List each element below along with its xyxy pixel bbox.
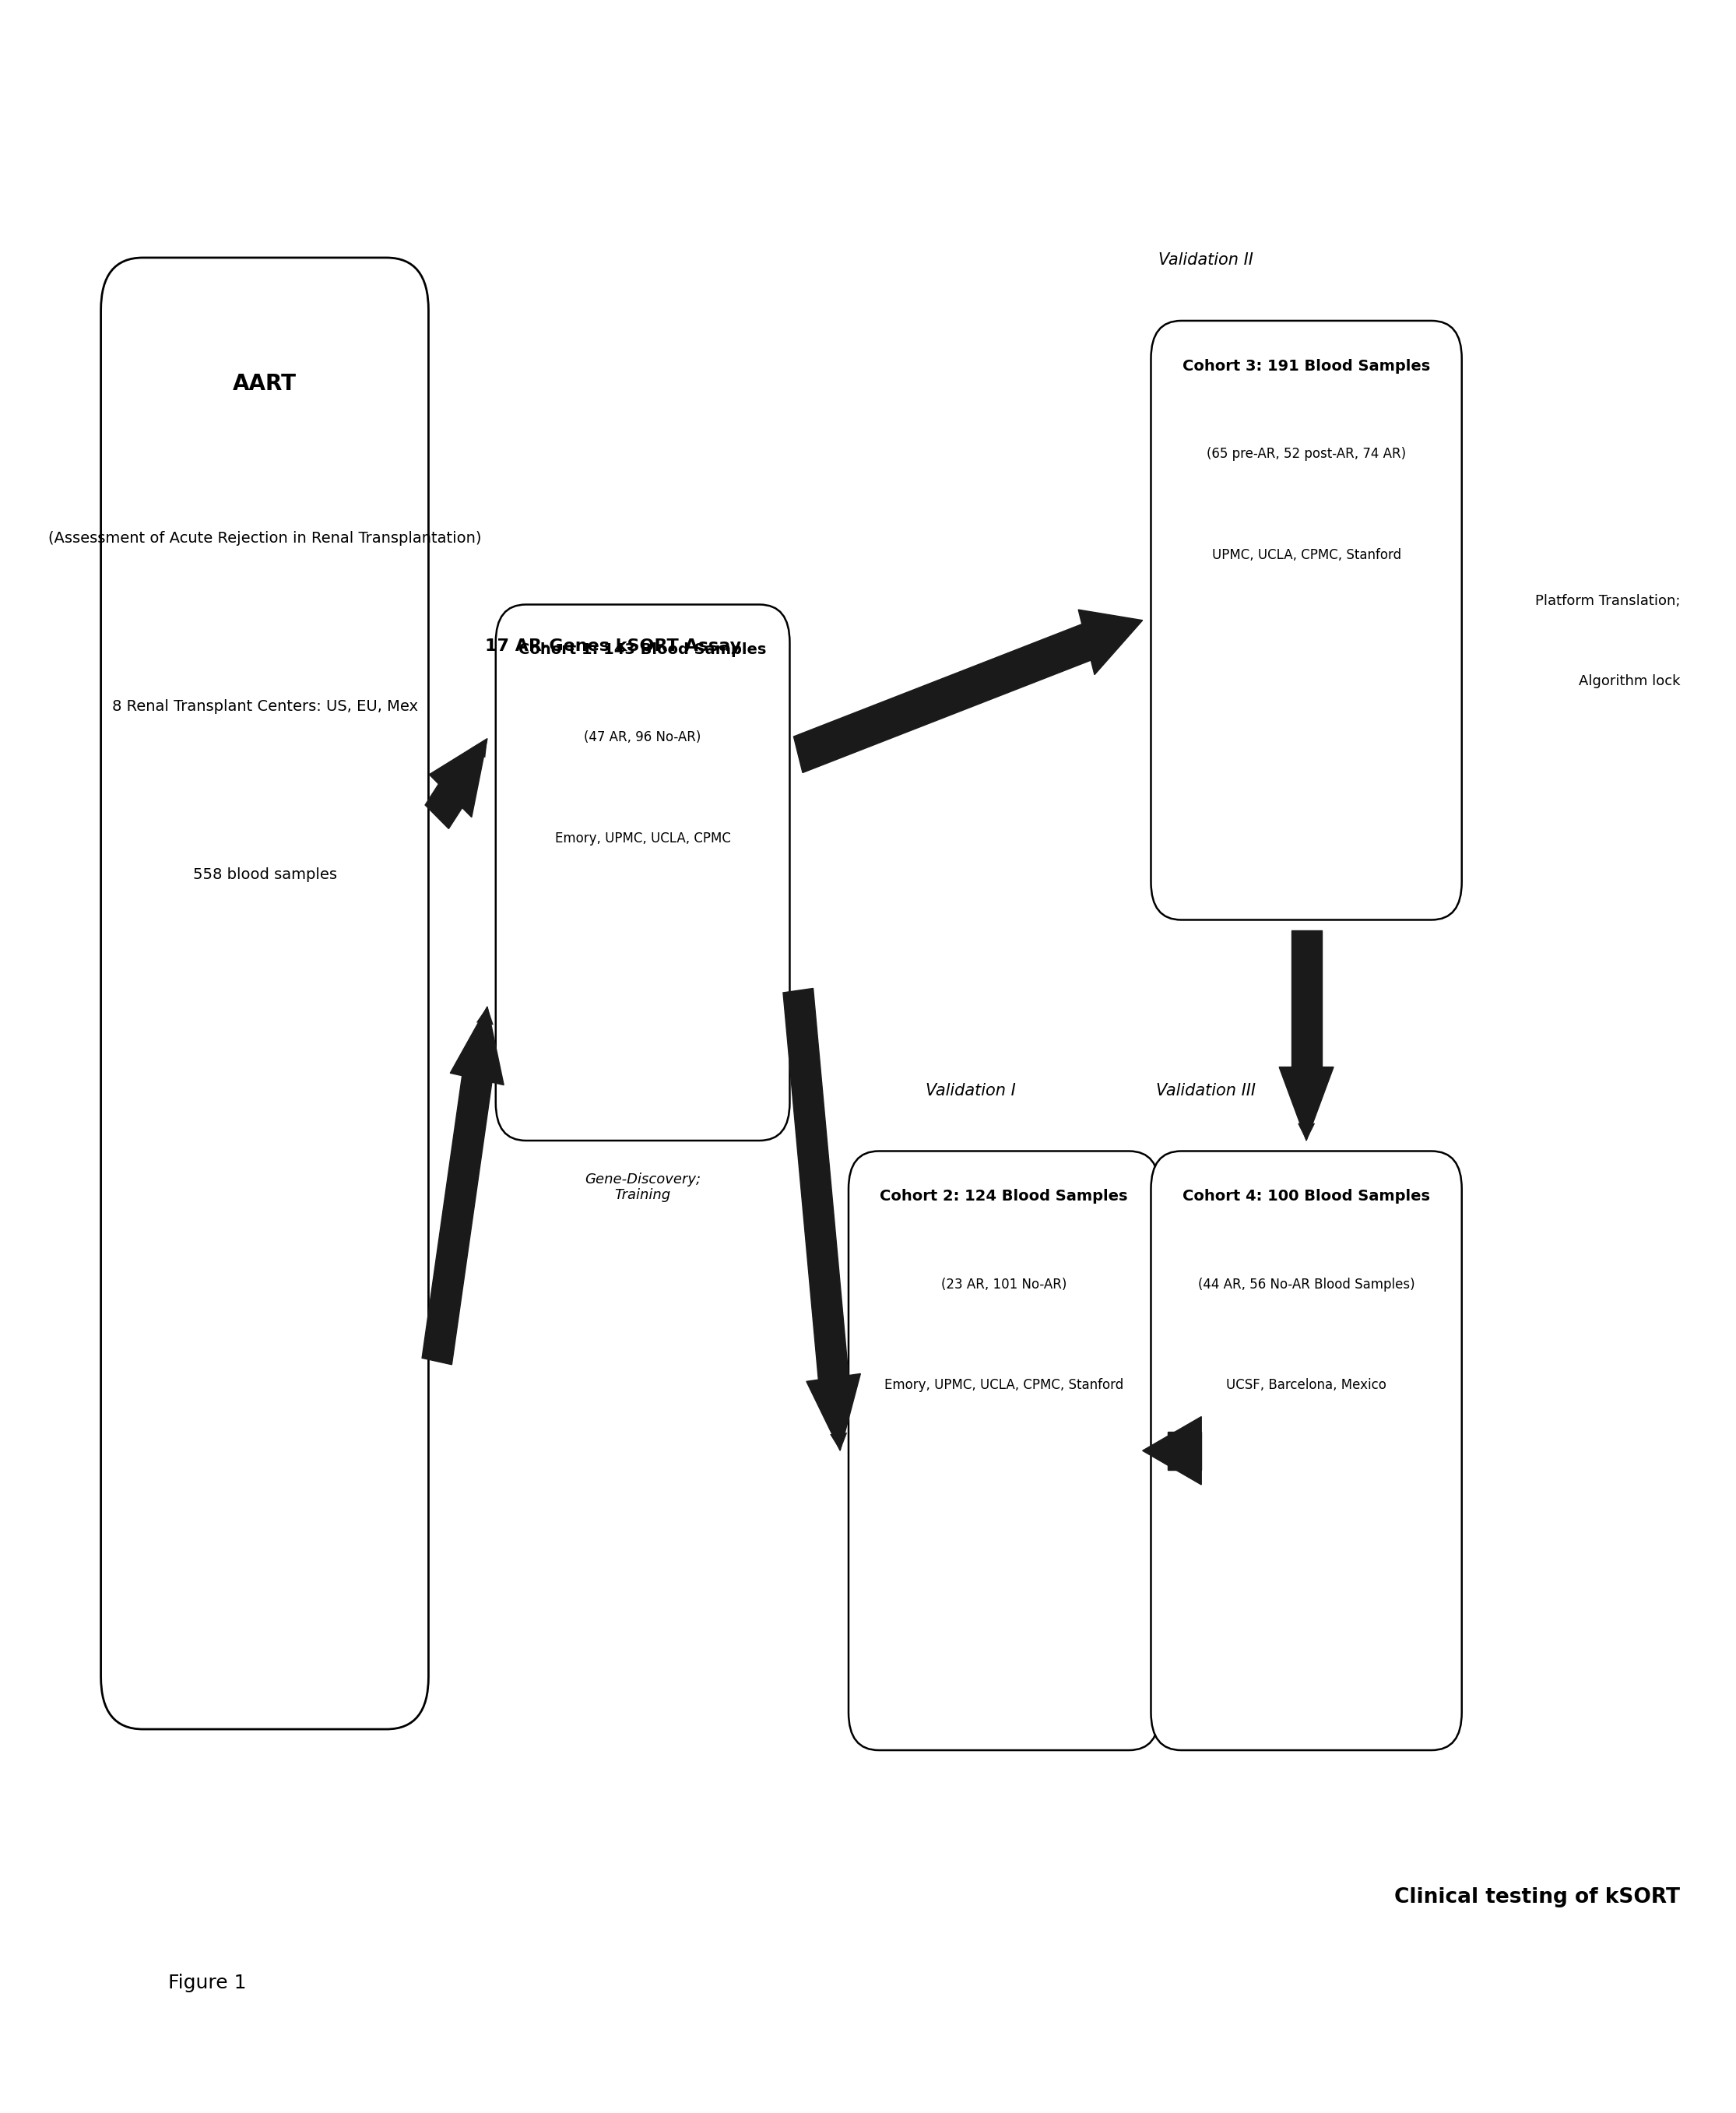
Text: 8 Renal Transplant Centers: US, EU, Mex: 8 Renal Transplant Centers: US, EU, Mex bbox=[111, 699, 418, 714]
Text: Validation I: Validation I bbox=[925, 1084, 1016, 1099]
Polygon shape bbox=[1078, 611, 1142, 674]
Polygon shape bbox=[425, 784, 462, 828]
Text: 17 AR-Genes kSORT Assay: 17 AR-Genes kSORT Assay bbox=[484, 638, 741, 655]
Text: Figure 1: Figure 1 bbox=[168, 1974, 247, 1993]
Polygon shape bbox=[807, 1373, 861, 1452]
Text: Clinical testing of kSORT: Clinical testing of kSORT bbox=[1394, 1887, 1680, 1908]
Polygon shape bbox=[783, 989, 849, 1380]
Polygon shape bbox=[793, 623, 1090, 773]
Text: Algorithm lock: Algorithm lock bbox=[1578, 674, 1680, 689]
Polygon shape bbox=[450, 1006, 503, 1084]
Text: Cohort 1: 143 Blood Samples: Cohort 1: 143 Blood Samples bbox=[519, 642, 767, 657]
Text: 558 blood samples: 558 blood samples bbox=[193, 866, 337, 881]
Text: Cohort 3: 191 Blood Samples: Cohort 3: 191 Blood Samples bbox=[1182, 359, 1430, 374]
Text: Validation III: Validation III bbox=[1156, 1084, 1255, 1099]
Text: Emory, UPMC, UCLA, CPMC, Stanford: Emory, UPMC, UCLA, CPMC, Stanford bbox=[884, 1378, 1123, 1392]
Text: UCSF, Barcelona, Mexico: UCSF, Barcelona, Mexico bbox=[1226, 1378, 1387, 1392]
Text: UPMC, UCLA, CPMC, Stanford: UPMC, UCLA, CPMC, Stanford bbox=[1212, 547, 1401, 562]
Text: (65 pre-AR, 52 post-AR, 74 AR): (65 pre-AR, 52 post-AR, 74 AR) bbox=[1207, 446, 1406, 461]
Polygon shape bbox=[429, 740, 488, 818]
Polygon shape bbox=[1279, 1067, 1333, 1141]
Text: Emory, UPMC, UCLA, CPMC: Emory, UPMC, UCLA, CPMC bbox=[556, 833, 731, 845]
FancyBboxPatch shape bbox=[1151, 321, 1462, 919]
Text: Cohort 4: 100 Blood Samples: Cohort 4: 100 Blood Samples bbox=[1182, 1190, 1430, 1204]
Text: (23 AR, 101 No-AR): (23 AR, 101 No-AR) bbox=[941, 1276, 1066, 1291]
Polygon shape bbox=[1168, 1433, 1201, 1469]
Text: Validation II: Validation II bbox=[1158, 254, 1253, 268]
FancyBboxPatch shape bbox=[101, 258, 429, 1728]
Text: Gene-Discovery;
Training: Gene-Discovery; Training bbox=[585, 1173, 701, 1202]
Polygon shape bbox=[422, 1076, 491, 1365]
FancyBboxPatch shape bbox=[1151, 1152, 1462, 1750]
Polygon shape bbox=[1142, 1416, 1201, 1485]
Polygon shape bbox=[1292, 930, 1321, 1067]
Text: (44 AR, 56 No-AR Blood Samples): (44 AR, 56 No-AR Blood Samples) bbox=[1198, 1276, 1415, 1291]
FancyBboxPatch shape bbox=[496, 604, 790, 1141]
Text: AART: AART bbox=[233, 374, 297, 395]
Text: (47 AR, 96 No-AR): (47 AR, 96 No-AR) bbox=[585, 731, 701, 744]
Text: (Assessment of Acute Rejection in Renal Transplantation): (Assessment of Acute Rejection in Renal … bbox=[49, 530, 481, 545]
FancyBboxPatch shape bbox=[849, 1152, 1160, 1750]
Text: Platform Translation;: Platform Translation; bbox=[1535, 594, 1680, 609]
Text: Cohort 2: 124 Blood Samples: Cohort 2: 124 Blood Samples bbox=[880, 1190, 1128, 1204]
